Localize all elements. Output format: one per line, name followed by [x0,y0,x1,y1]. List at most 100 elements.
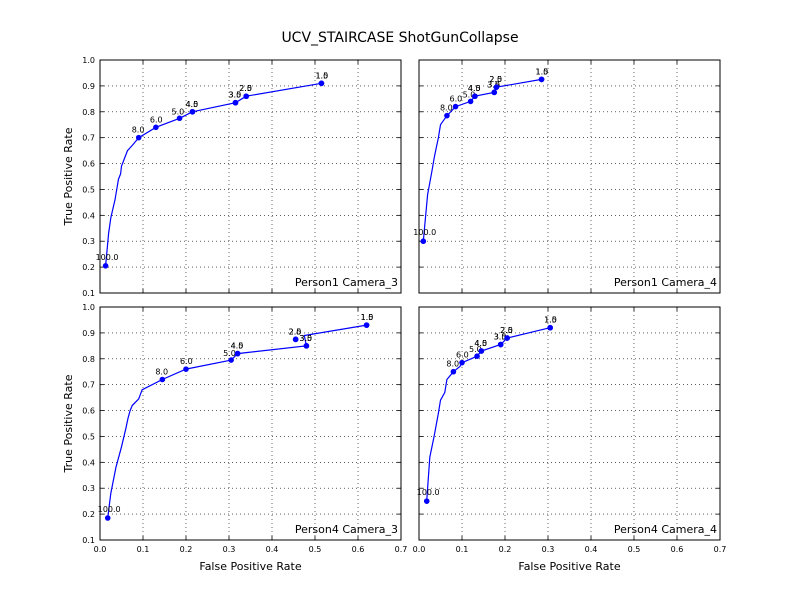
threshold-label: 1.5 [536,67,549,76]
y-tick-label: 0.2 [82,263,95,272]
panel-label: Person1 Camera_3 [295,276,398,289]
threshold-point [102,263,109,269]
threshold-point [232,99,239,106]
roc-curve-line [422,78,542,242]
x-tick-label: 0.4 [585,545,598,554]
threshold-label: 2.0 [289,327,302,336]
threshold-label: 6.0 [456,351,469,360]
x-tick-label: 0.0 [413,545,426,554]
threshold-point [493,84,500,90]
threshold-point [363,322,370,328]
threshold-label: 2.0 [239,84,252,93]
y-tick-label: 0.7 [82,381,95,390]
threshold-point [189,108,196,115]
x-tick-label: 0.7 [395,545,408,554]
roc-curve-line [107,324,367,519]
threshold-label: 1.5 [361,313,374,322]
panel-label: Person4 Camera_4 [614,523,717,536]
threshold-point [478,348,485,354]
panel-label: Person1 Camera_4 [614,276,717,289]
threshold-point [472,93,478,100]
threshold-label: 4.5 [231,342,244,351]
threshold-point [497,341,504,348]
threshold-point [452,103,459,110]
y-tick-label: 0.5 [82,185,95,194]
threshold-label: 8.0 [446,360,459,369]
threshold-label: 6.0 [180,357,193,366]
threshold-label: 8.0 [155,367,168,376]
threshold-label: 3.5 [494,333,507,342]
threshold-label: 2.5 [289,327,302,336]
x-tick-label: 0.5 [628,545,641,554]
panel-3: 0.0 0.1 0.2 0.3 0.4 0.5 0.6 0.70.10.20.30.40.50… [62,303,407,573]
figure-title: UCV_STAIRCASE ShotGunCollapse [281,30,518,46]
threshold-point [176,115,183,122]
threshold-point [467,98,474,105]
threshold-label: 3.0 [487,80,500,89]
y-tick-label: 0.7 [82,134,95,143]
threshold-label: 3.5 [299,334,312,343]
threshold-label: 8.0 [132,126,145,135]
x-tick-label: 0.5 [309,545,322,554]
threshold-label: 2.5 [239,84,252,93]
threshold-point [491,89,498,96]
threshold-point [504,335,510,341]
threshold-label: 6.0 [450,95,463,104]
threshold-label: 5.0 [463,90,476,99]
threshold-point [303,343,310,349]
y-tick-label: 0.6 [82,407,95,416]
threshold-label: 4.0 [231,342,244,351]
panel-4: 0.0 0.1 0.2 0.3 0.4 0.5 0.6 0.7 100.0 8.06.05.04.… [413,306,727,573]
threshold-label: 1.5 [544,316,557,325]
threshold-label: 5.0 [469,345,482,354]
threshold-label: 100.0 [98,505,121,514]
threshold-label: 5.0 [172,107,185,116]
threshold-point [243,93,249,100]
y-tick-label: 0.6 [82,160,95,169]
y-tick-label: 0.1 [82,289,95,298]
threshold-label: 1.0 [361,313,374,322]
roc-curve-line [105,82,322,266]
x-tick-label: 0.1 [456,545,469,554]
threshold-label: 100.0 [96,253,119,262]
panel-2: 100.0 8.06.0 5.04.04.5 3.03.52.02.5 1.01.5 Pe… [413,59,721,294]
y-axis-label: True Positive Rate [62,127,75,226]
threshold-label: 1.5 [315,71,328,80]
x-tick-label: 0.2 [180,545,193,554]
y-tick-label: 0.8 [82,355,95,364]
axes-frame [99,59,402,294]
threshold-point [104,515,111,521]
threshold-label: 2.5 [489,75,502,84]
threshold-label: 4.5 [185,100,198,109]
y-tick-label: 0.9 [82,82,95,91]
threshold-label: 4.0 [468,84,481,93]
y-tick-label: 0.4 [82,211,95,220]
y-tick-label: 0.1 [82,536,95,545]
threshold-point [459,359,465,366]
x-tick-label: 0.7 [714,545,727,554]
threshold-label: 3.5 [487,80,500,89]
axes-frame [418,306,721,541]
threshold-label: 4.0 [185,100,198,109]
threshold-label: 3.0 [494,333,507,342]
threshold-label: 2.0 [500,326,513,335]
threshold-point [547,324,553,331]
threshold-point [420,238,427,245]
x-tick-label: 0.6 [352,545,365,554]
y-tick-label: 0.9 [82,329,95,338]
axes-frame [99,306,402,541]
x-axis-label: False Positive Rate [199,560,301,573]
threshold-point [423,498,430,504]
threshold-point [292,336,299,343]
x-tick-label: 0.6 [671,545,684,554]
threshold-label: 1.0 [544,316,557,325]
threshold-point [474,353,480,359]
x-tick-label: 0.3 [542,545,555,554]
y-tick-label: 0.8 [82,108,95,117]
y-tick-label: 1.0 [82,303,95,312]
y-tick-label: 1.0 [82,56,95,65]
threshold-point [444,112,450,119]
threshold-label: 3.0 [299,334,312,343]
x-tick-label: 0.1 [137,545,150,554]
